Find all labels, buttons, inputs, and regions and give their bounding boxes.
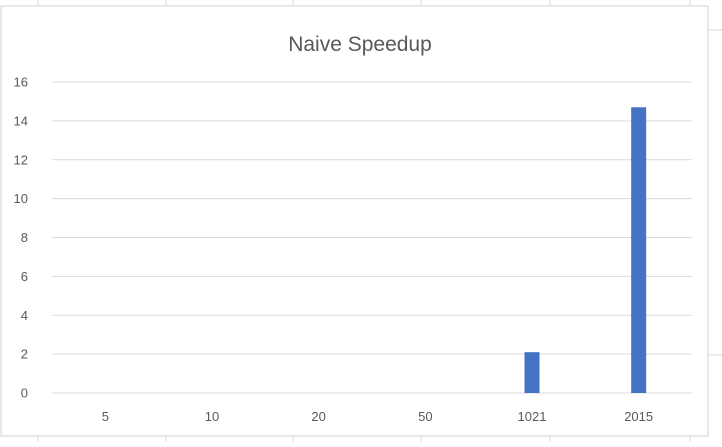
y-tick-label: 4 xyxy=(21,308,28,323)
chart-frame xyxy=(0,5,709,437)
x-axis-tick-labels: 5 10 20 50 1021 2015 xyxy=(102,409,653,424)
gridlines xyxy=(52,81,692,394)
y-tick-label: 12 xyxy=(14,152,28,167)
x-tick-label: 5 xyxy=(102,409,109,424)
y-tick-label: 14 xyxy=(14,113,28,128)
x-tick-label: 20 xyxy=(311,409,325,424)
bar-2015[interactable] xyxy=(631,107,647,394)
y-axis-tick-labels: 0 2 4 6 8 10 12 14 16 xyxy=(14,75,28,401)
bar-series xyxy=(524,107,647,394)
y-tick-label: 16 xyxy=(14,75,28,90)
x-tick-label: 10 xyxy=(205,409,219,424)
y-tick-label: 6 xyxy=(21,269,28,284)
y-tick-label: 2 xyxy=(21,347,28,362)
y-tick-label: 8 xyxy=(21,230,28,245)
chart-title: Naive Speedup xyxy=(288,33,432,56)
cell-grid xyxy=(37,0,722,442)
x-tick-label: 50 xyxy=(418,409,432,424)
x-tick-label: 2015 xyxy=(624,409,653,424)
y-tick-label: 10 xyxy=(14,191,28,206)
bar-1021[interactable] xyxy=(524,352,540,393)
y-tick-label: 0 xyxy=(21,386,28,401)
x-tick-label: 1021 xyxy=(518,409,547,424)
